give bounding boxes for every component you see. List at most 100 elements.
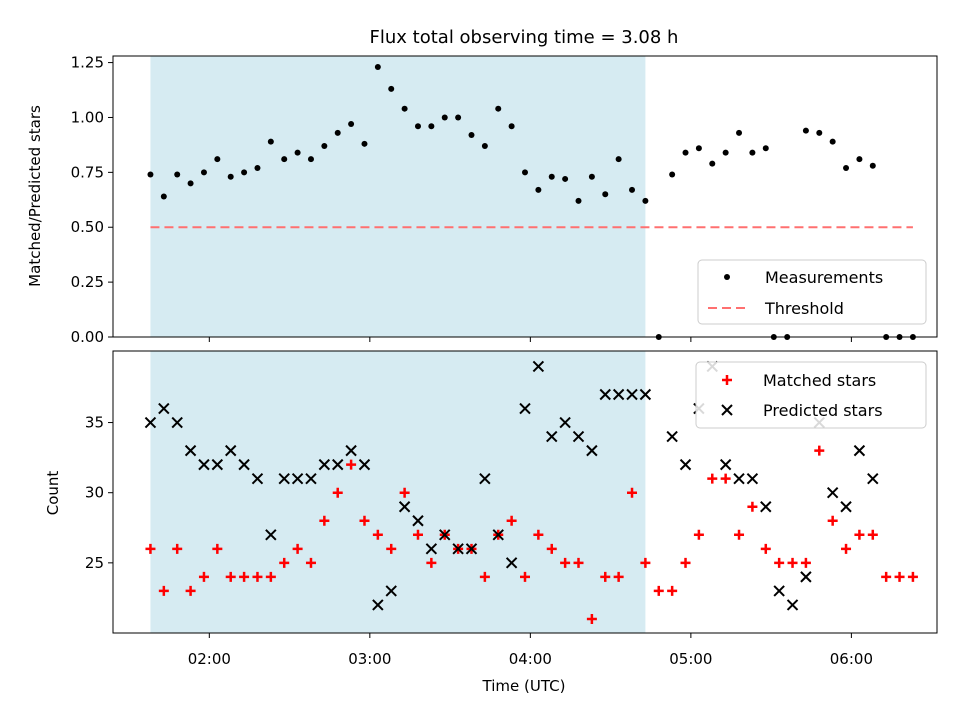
- top-y-tick-label: 0.25: [71, 273, 104, 291]
- top-y-tick-label: 0.50: [71, 218, 104, 236]
- measurement-point: [227, 173, 234, 180]
- matched-point: [412, 529, 423, 540]
- matched-point: [346, 459, 357, 470]
- matched-point: [239, 571, 250, 582]
- top-legend: Measurements Threshold: [697, 259, 927, 325]
- measurement-point: [829, 138, 836, 145]
- measurement-point: [495, 105, 502, 112]
- predicted-point: [840, 501, 852, 513]
- matched-point: [546, 543, 557, 554]
- measurement-point: [522, 169, 528, 176]
- predicted-point: [786, 599, 799, 611]
- measurement-point: [455, 114, 462, 121]
- predicted-point: [211, 458, 224, 471]
- matched-point: [841, 543, 852, 554]
- top-panel-frame: [112, 55, 938, 338]
- matched-point: [560, 557, 571, 568]
- matched-point: [185, 585, 196, 596]
- measurement-point: [441, 114, 448, 121]
- predicted-point: [238, 458, 250, 471]
- matched-point: [693, 529, 704, 540]
- matched-point: [225, 571, 236, 582]
- x-tick-label: 04:00: [509, 650, 552, 668]
- matched-point: [252, 571, 263, 582]
- measurement-point: [562, 175, 569, 182]
- legend-measurements-marker: [724, 274, 730, 280]
- measurement-point: [615, 156, 622, 163]
- predicted-point: [372, 599, 384, 611]
- measurement-point: [428, 123, 435, 130]
- predicted-point: [559, 416, 571, 429]
- matched-point: [774, 557, 785, 568]
- bottom-y-tick-label: 30: [85, 484, 104, 502]
- predicted-point: [439, 529, 451, 541]
- measurement-point: [147, 171, 154, 178]
- predicted-point: [358, 458, 371, 471]
- predicted-point: [332, 458, 344, 471]
- matched-point: [640, 557, 651, 568]
- predicted-point: [465, 543, 478, 555]
- top-y-tick-label: 1.00: [71, 108, 104, 126]
- x-tick-label: 06:00: [830, 650, 873, 668]
- predicted-point: [184, 444, 197, 457]
- top-y-tick-label: 0.00: [71, 328, 104, 346]
- measurement-point: [160, 193, 167, 200]
- top-y-tick-label: 0.75: [71, 163, 104, 181]
- measurement-point: [682, 149, 689, 156]
- matched-point: [760, 543, 771, 554]
- measurement-point: [802, 127, 809, 134]
- matched-point: [573, 557, 584, 568]
- matched-point: [319, 515, 330, 526]
- predicted-point: [318, 458, 331, 471]
- predicted-point: [278, 472, 290, 485]
- matched-point: [627, 487, 638, 498]
- predicted-point: [719, 458, 732, 471]
- bottom-y-tick-label: 35: [85, 414, 104, 432]
- matched-point: [600, 571, 611, 582]
- predicted-point: [291, 472, 304, 485]
- predicted-point: [612, 388, 625, 401]
- matched-point: [881, 571, 892, 582]
- matched-point: [894, 571, 905, 582]
- legend-matched-label: Matched stars: [763, 371, 876, 390]
- top-panel: 0.00 0.25 0.50 0.75 1.00 1.25 Measurements Thre…: [71, 54, 938, 346]
- measurement-point: [481, 143, 488, 150]
- legend-measurements-label: Measurements: [765, 268, 883, 287]
- matched-point: [305, 557, 316, 568]
- measurement-point: [535, 186, 542, 193]
- top-legend-box: [697, 259, 927, 325]
- matched-point: [586, 613, 597, 624]
- x-axis-label: Time (UTC): [482, 677, 566, 695]
- measurement-point: [816, 129, 823, 136]
- predicted-point: [546, 430, 558, 443]
- measurement-point: [348, 121, 355, 128]
- matched-point: [907, 571, 918, 582]
- predicted-point: [800, 571, 812, 583]
- predicted-point: [171, 416, 183, 429]
- predicted-point: [599, 388, 611, 401]
- predicted-point: [385, 585, 397, 597]
- predicted-point: [398, 501, 411, 513]
- predicted-point: [144, 416, 157, 429]
- matched-point: [613, 571, 624, 582]
- measurement-point: [361, 140, 368, 147]
- measurement-point: [736, 129, 743, 136]
- bottom-panel-frame: [112, 350, 938, 634]
- matched-point: [707, 473, 718, 484]
- legend-predicted-label: Predicted stars: [763, 401, 883, 420]
- matched-point: [800, 557, 811, 568]
- predicted-point: [773, 585, 785, 597]
- matched-point: [279, 557, 290, 568]
- measurement-point: [695, 145, 702, 152]
- bottom-legend-box: [695, 361, 927, 429]
- predicted-point: [479, 472, 491, 485]
- measurement-point: [722, 149, 729, 156]
- measurement-point: [241, 169, 248, 176]
- predicted-point: [158, 402, 170, 415]
- matched-point: [265, 571, 276, 582]
- measurement-point: [414, 123, 421, 130]
- x-tick-label: 02:00: [188, 650, 231, 668]
- legend-predicted-marker: [721, 404, 733, 416]
- predicted-point: [412, 515, 424, 527]
